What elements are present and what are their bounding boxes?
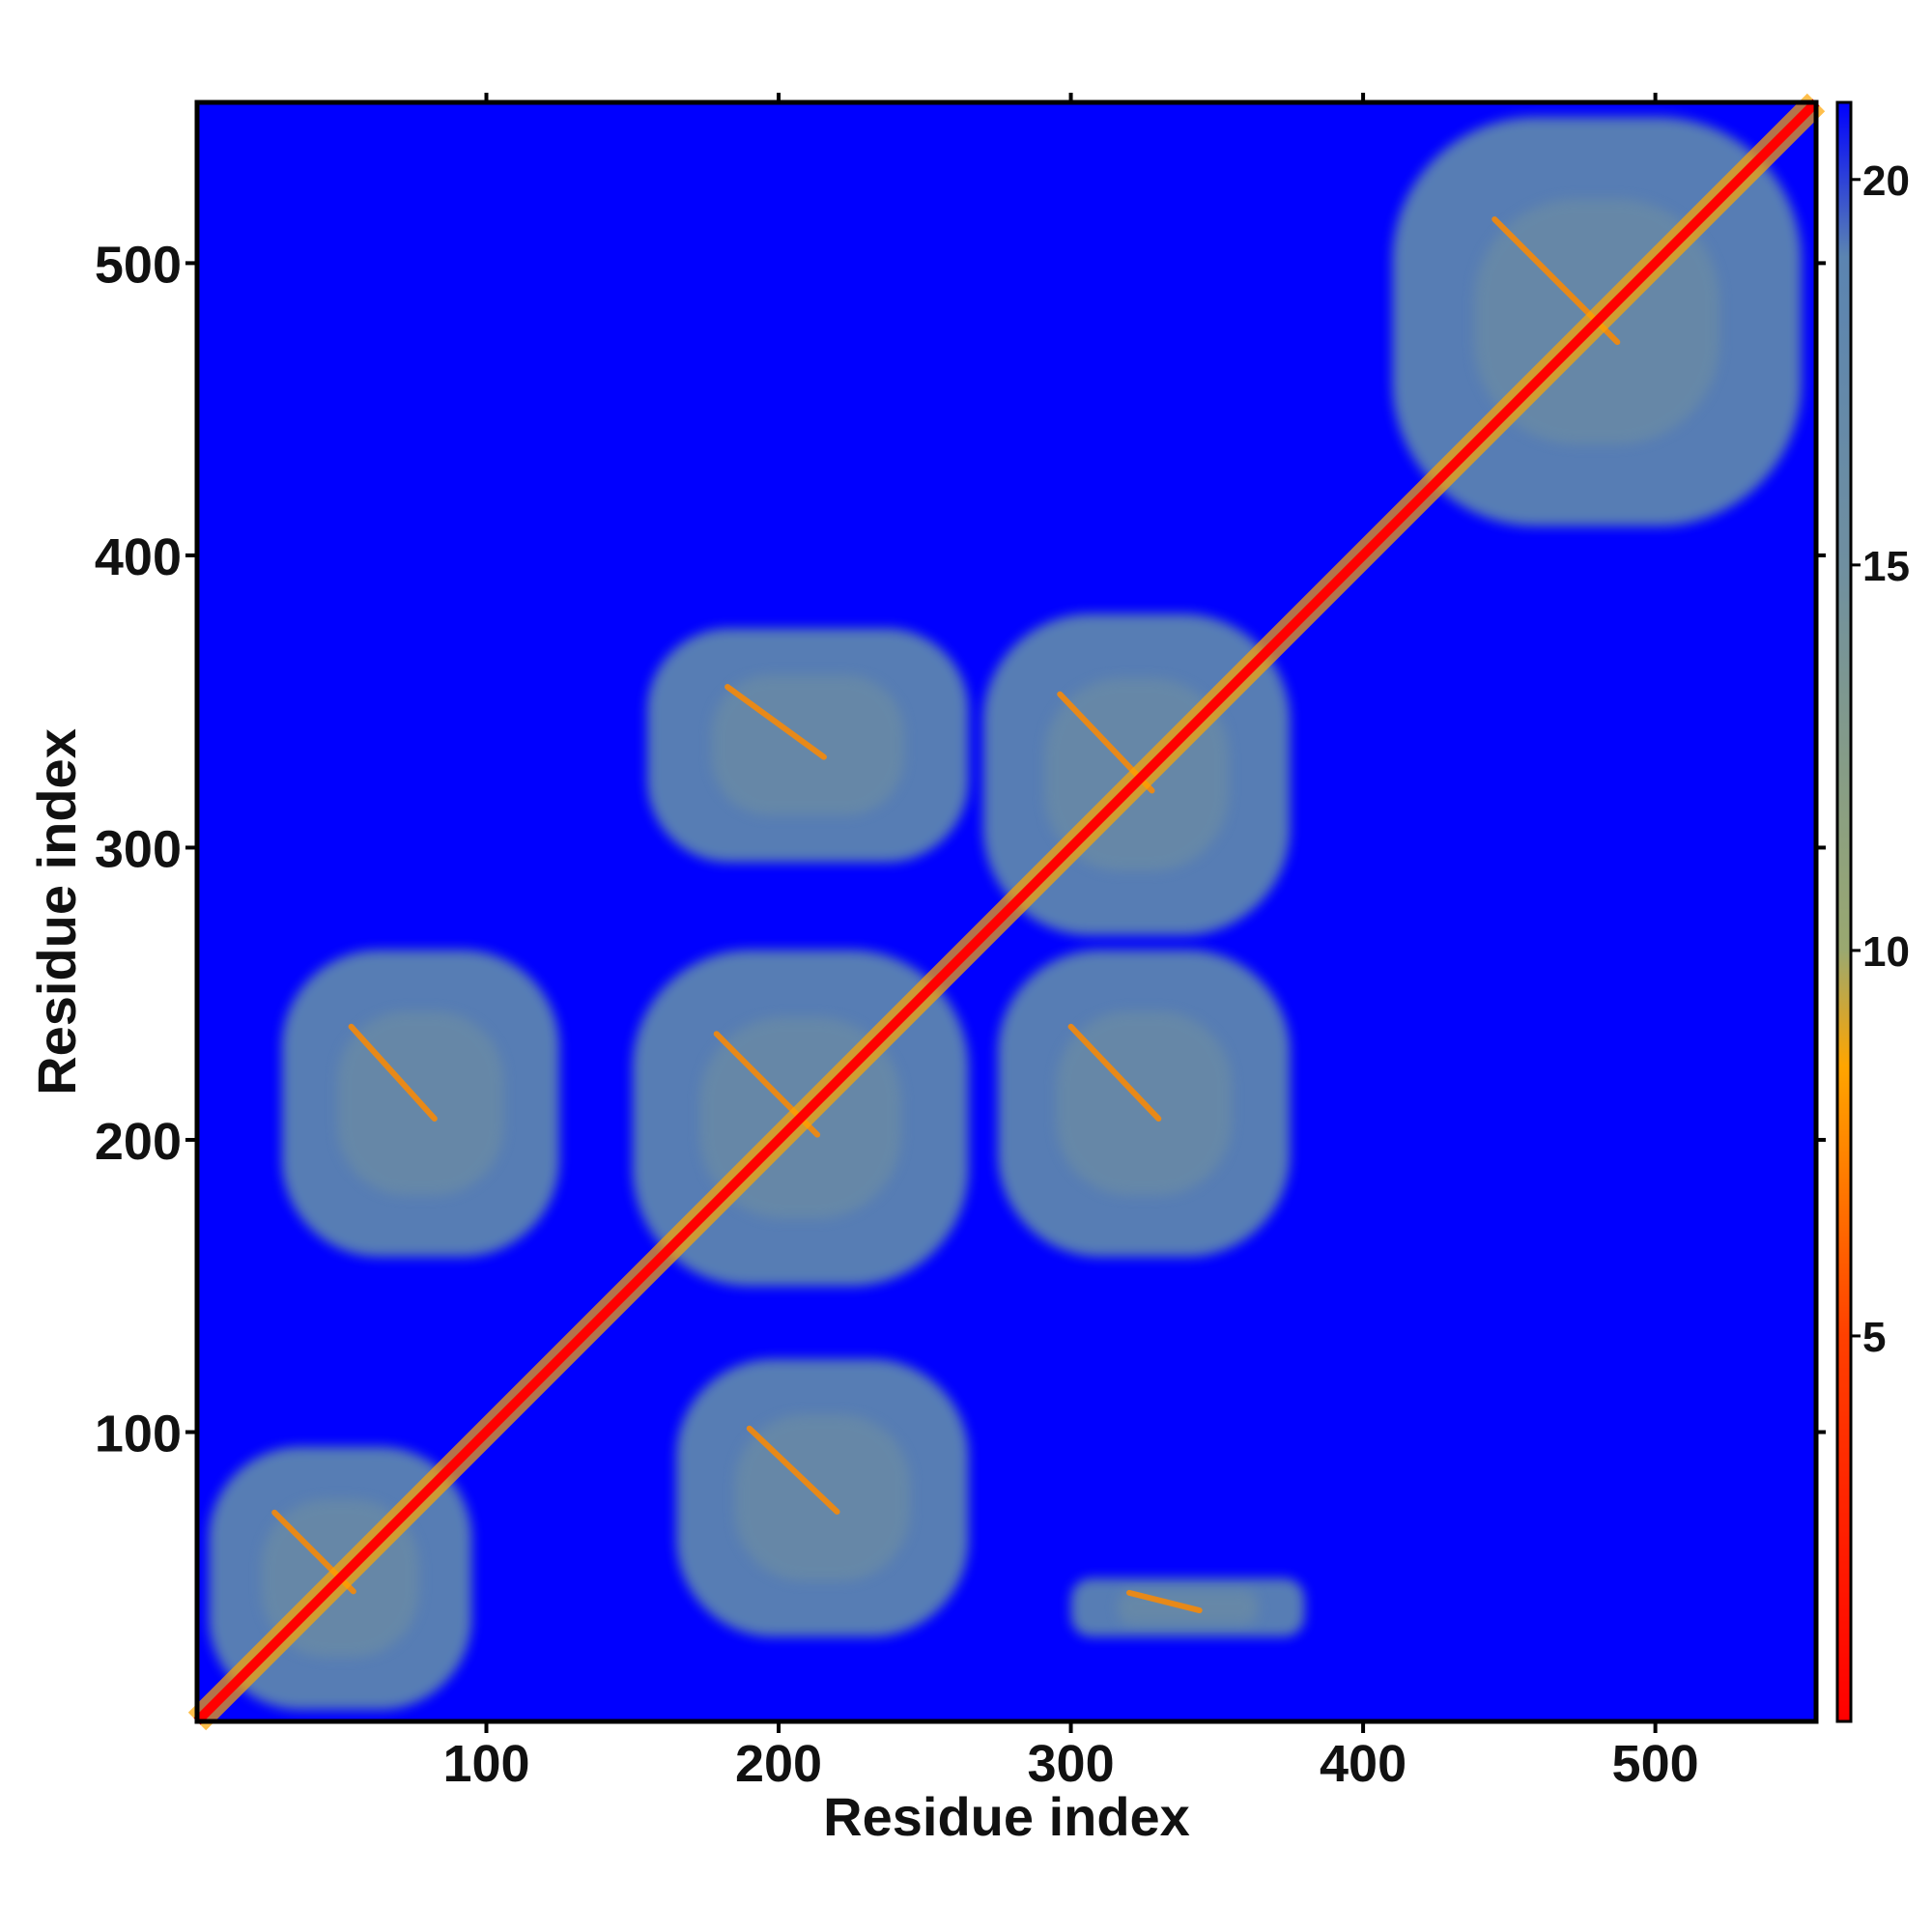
contact-block	[281, 950, 560, 1257]
colorbar-tick-label: 15	[1862, 543, 1910, 590]
contact-block	[997, 950, 1291, 1257]
diagonal-contacts	[187, 93, 1826, 1731]
y-tick-label: 300	[95, 820, 182, 878]
x-tick-label: 100	[442, 1735, 529, 1793]
y-axis-title: Residue index	[26, 728, 87, 1095]
y-tick-label: 100	[95, 1405, 182, 1463]
diagonal-core	[193, 99, 1820, 1725]
x-tick-label: 300	[1028, 1735, 1115, 1793]
x-tick-label: 400	[1320, 1735, 1406, 1793]
y-tick-label: 500	[95, 236, 182, 294]
colorbar-tick-label: 20	[1862, 157, 1910, 205]
colorbar-ticks: 5 10 15 20	[1851, 157, 1910, 1361]
plot-frame	[194, 99, 1819, 1724]
y-tick-label: 400	[95, 528, 182, 586]
x-tick-label: 200	[735, 1735, 822, 1793]
colorbar-tick-label: 5	[1862, 1314, 1886, 1361]
x-axis-ticks: 100 200 300 400 500	[442, 93, 1699, 1793]
colorbar-tick-label: 10	[1862, 928, 1910, 976]
x-axis-title: Residue index	[823, 1786, 1190, 1847]
colorbar	[1835, 100, 1853, 1723]
x-tick-label: 500	[1612, 1735, 1699, 1793]
y-tick-label: 200	[95, 1113, 182, 1171]
contact-block	[676, 1358, 969, 1637]
y-axis-ticks: 100 200 300 400 500	[95, 236, 1826, 1463]
contact-block	[646, 628, 969, 863]
contact-block	[1070, 1577, 1305, 1637]
